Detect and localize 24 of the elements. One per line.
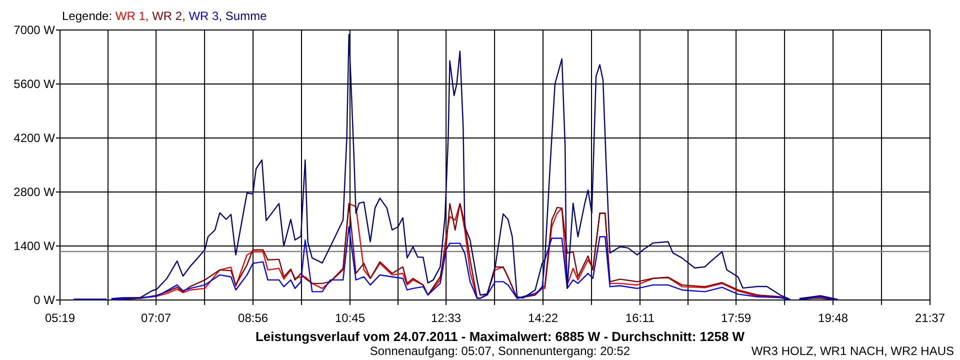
y-tick-label: 1400 W [14,239,56,253]
x-tick-label: 05:19 [44,311,76,325]
y-tick-label: 4200 W [14,131,56,145]
x-tick-label: 19:48 [818,311,848,325]
x-tick-label: 21:37 [914,311,946,325]
x-tick-label: 17:59 [721,311,752,325]
text: WR 3, [188,9,226,23]
x-tick-label: 07:07 [141,311,172,325]
x-tick-label: 16:11 [625,311,655,325]
x-tick-label: 14:22 [528,311,558,325]
y-tick-label: 7000 W [14,23,56,37]
text: WR 2, [152,9,189,23]
x-tick-label: 10:45 [334,311,366,325]
x-tick-label: 12:33 [431,311,462,325]
text: Leistungsverlauf vom 24.07.2011 - Maximalwert: 6885 W - Durchschnitt: 1258 W [255,329,746,344]
y-tick-label: 5600 W [14,77,56,91]
text: Summe [225,9,268,23]
text: WR 1, [115,9,152,23]
x-tick-label: 08:56 [238,311,268,325]
y-tick-label: 2800 W [14,185,56,199]
text: WR3 HOLZ, WR1 NACH, WR2 HAUS [751,344,954,358]
legend-title: Legende: [62,9,116,23]
y-tick-label: 0 W [34,293,56,307]
text: Sonnenaufgang: 05:07, Sonnenuntergang: 20:52 [370,344,630,358]
